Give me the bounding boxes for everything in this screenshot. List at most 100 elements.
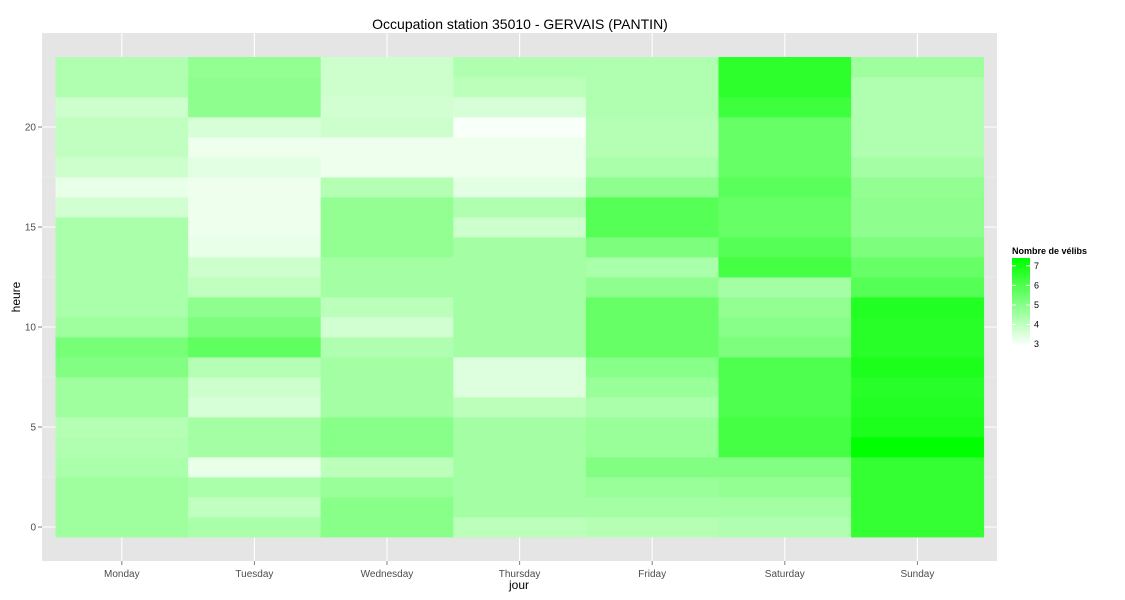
heatmap-cell [718,277,852,298]
heatmap-cell [55,157,189,178]
legend-gradient-step [1012,317,1030,321]
heatmap-cell [585,377,719,398]
heatmap-cell [585,497,719,518]
heatmap-cell [585,277,719,298]
legend-gradient-step [1012,275,1030,279]
heatmap-cell [188,217,322,238]
heatmap-cell [585,137,719,158]
heatmap-cell [851,137,985,158]
heatmap-cell [188,317,322,338]
legend-gradient-step [1012,286,1030,290]
heatmap-cell [453,357,587,378]
heatmap-cell [851,317,985,338]
heatmap-cell [718,317,852,338]
heatmap-cell [851,57,985,78]
y-tick-label: 15 [25,223,37,234]
legend-gradient-step [1012,337,1030,340]
heatmap-cell [851,497,985,518]
heatmap-cell [718,377,852,398]
legend-gradient-step [1012,288,1030,292]
heatmap-cell [188,337,322,358]
heatmap-cell [55,497,189,518]
heatmap-cell [320,497,454,518]
heatmap-cell [718,257,852,278]
heatmap-cell [320,277,454,298]
heatmap-cell [718,97,852,118]
heatmap-cell [585,217,719,238]
heatmap-cell [55,197,189,218]
x-axis-title: jour [508,578,529,592]
heatmap-cell [718,457,852,478]
legend-gradient-step [1012,282,1030,285]
heatmap-cell [320,397,454,418]
heatmap-cell [585,297,719,318]
heatmap-cell [55,477,189,498]
heatmap-cell [453,157,587,178]
heatmap-cell [55,57,189,78]
legend-gradient-step [1012,273,1030,277]
x-tick-label: Saturday [765,569,805,580]
heatmap-cell [453,517,587,538]
heatmap-cell [55,137,189,158]
heatmap-cell [320,437,454,458]
x-axis: Monday Tuesday Wednesday Thursday Friday Satu… [104,561,934,580]
heatmap-cell [320,117,454,138]
legend-gradient-step [1012,262,1030,266]
heatmap-cell [320,177,454,198]
heatmap-cell [718,477,852,498]
heatmap-cell [188,177,322,198]
heatmap-cell [453,377,587,398]
heatmap-cell [320,137,454,158]
heatmap-cell [188,97,322,118]
legend-gradient-step [1012,302,1030,305]
heatmap-cell [718,357,852,378]
heatmap-cell [55,77,189,98]
y-axis-title: heure [9,281,23,312]
legend-gradient-step [1012,306,1030,310]
legend-label: 7 [1034,261,1039,271]
heatmap-cell [718,437,852,458]
heatmap-cell [55,297,189,318]
heatmap-cell [55,237,189,258]
heatmap-cell [55,257,189,278]
heatmap-cell [453,57,587,78]
heatmap-cell [188,477,322,498]
heatmap-cell [585,437,719,458]
heatmap-cell [453,97,587,118]
heatmap-cell [851,237,985,258]
heatmap-cell [188,497,322,518]
heatmap-cell [718,297,852,318]
heatmap-cell [718,397,852,418]
legend-gradient-step [1012,277,1030,281]
legend-gradient-step [1012,308,1030,312]
heatmap-cell [320,517,454,538]
heatmap-cell [188,517,322,538]
heatmap-cell [585,157,719,178]
y-tick-label: 10 [25,323,37,334]
heatmap-cell [188,357,322,378]
x-tick-label: Friday [638,569,666,580]
heatmap-cell [55,97,189,118]
heatmap-cell [188,277,322,298]
legend-gradient-step [1012,269,1030,272]
heatmap-cell [453,397,587,418]
legend-title: Nombre de vélibs [1012,246,1087,256]
legend: Nombre de vélibs 7 6 5 4 3 [1012,246,1087,349]
heatmap-cell [851,517,985,538]
heatmap-cell [718,117,852,138]
heatmap-cell [188,117,322,138]
heatmap-cell [851,117,985,138]
heatmap-cell [188,437,322,458]
legend-gradient-step [1012,258,1030,261]
legend-gradient-step [1012,280,1030,283]
legend-gradient-step [1012,295,1030,299]
heatmap-cell [188,377,322,398]
heatmap-cell [851,297,985,318]
heatmap-cell [851,377,985,398]
legend-gradient-step [1012,291,1030,294]
chart-title: Occupation station 35010 - GERVAIS (PANT… [372,16,668,32]
heatmap-cell [453,497,587,518]
legend-gradient-step [1012,310,1030,314]
legend-gradient-step [1012,260,1030,263]
